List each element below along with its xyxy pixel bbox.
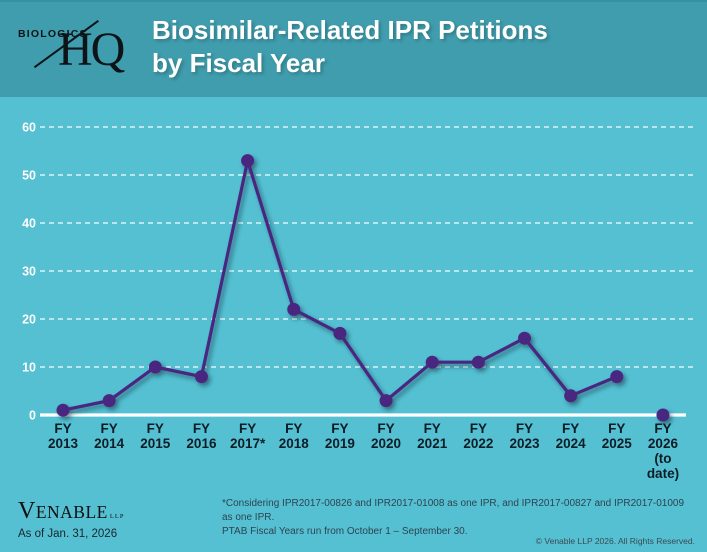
x-axis-tick-label: 2017* xyxy=(230,436,266,451)
chart-footnote: *Considering IPR2017-00826 and IPR2017-0… xyxy=(222,497,697,539)
x-axis-tick-label: FY xyxy=(424,421,441,436)
x-axis-tick-label: FY xyxy=(331,421,348,436)
x-axis-tick-label: 2014 xyxy=(94,436,125,451)
x-axis-tick-label: FY xyxy=(147,421,164,436)
x-axis-tick-label: FY xyxy=(562,421,579,436)
x-axis-tick-label: 2020 xyxy=(371,436,401,451)
y-axis-tick-label: 50 xyxy=(22,169,36,183)
x-axis-tick-label: 2015 xyxy=(140,436,171,451)
x-axis-tick-label: 2026 xyxy=(648,436,679,451)
x-axis-tick-label: FY xyxy=(654,421,671,436)
x-axis-tick-label: date) xyxy=(647,466,679,481)
data-point-2018 xyxy=(287,302,301,316)
data-point-2017 xyxy=(241,154,255,168)
x-axis-tick-label: 2019 xyxy=(325,436,355,451)
data-point-2026 xyxy=(656,408,670,422)
x-axis-tick-label: FY xyxy=(285,421,302,436)
logo-hq-text: HQ xyxy=(58,23,125,76)
logo-biologics-text: BIOLOGICS xyxy=(18,28,88,40)
data-point-2016 xyxy=(194,370,208,384)
biologics-hq-logo: BIOLOGICS HQ xyxy=(12,10,147,94)
x-axis-tick-label: FY xyxy=(101,421,118,436)
page-title: Biosimilar-Related IPR Petitions by Fisca… xyxy=(152,14,548,80)
y-axis-tick-label: 30 xyxy=(22,265,36,279)
as-of-date: As of Jan. 31, 2026 xyxy=(18,528,118,540)
x-axis-tick-label: 2022 xyxy=(463,436,493,451)
x-axis-tick-label: (to xyxy=(654,451,671,466)
venable-llp-text: LLP xyxy=(109,513,125,520)
x-axis-tick-label: FY xyxy=(608,421,625,436)
y-axis-tick-label: 60 xyxy=(22,121,36,135)
x-axis-tick-label: 2023 xyxy=(509,436,540,451)
x-axis-tick-label: FY xyxy=(193,421,210,436)
data-point-2015 xyxy=(148,360,162,374)
x-axis-tick-label: FY xyxy=(470,421,487,436)
x-axis-tick-label: FY xyxy=(377,421,394,436)
title-line-1: Biosimilar-Related IPR Petitions xyxy=(152,15,548,45)
data-point-2021 xyxy=(425,355,439,369)
data-point-2019 xyxy=(333,326,347,340)
venable-logo-text: VENABLE xyxy=(18,498,108,524)
data-point-2023 xyxy=(518,331,531,345)
data-series xyxy=(56,154,670,422)
x-axis-tick-label: 2024 xyxy=(556,436,587,451)
y-axis-tick-label: 20 xyxy=(22,313,36,327)
copyright-notice: © Venable LLP 2026. All Rights Reserved. xyxy=(535,536,695,546)
x-axis-tick-label: 2021 xyxy=(417,436,448,451)
x-axis-tick-label: FY xyxy=(54,421,71,436)
data-point-2025 xyxy=(610,370,624,384)
series-line xyxy=(62,154,618,412)
footnote-line-1: *Considering IPR2017-00826 and IPR2017-0… xyxy=(222,498,685,523)
data-point-2014 xyxy=(102,394,116,408)
x-axis-tick-label: 2025 xyxy=(602,436,633,451)
title-line-2: by Fiscal Year xyxy=(152,48,325,78)
y-axis-tick-label: 40 xyxy=(22,217,36,231)
x-axis-tick-label: 2018 xyxy=(279,436,310,451)
data-point-2024 xyxy=(564,389,578,403)
data-point-2013 xyxy=(56,403,70,417)
footnote-line-2: PTAB Fiscal Years run from October 1 – S… xyxy=(222,526,468,537)
data-point-2020 xyxy=(379,394,393,408)
y-axis-tick-label: 10 xyxy=(22,361,36,375)
x-axis-tick-label: FY xyxy=(239,421,256,436)
data-point-2022 xyxy=(471,355,485,369)
header-banner: BIOLOGICS HQ Biosimilar-Related IPR Peti… xyxy=(0,0,707,97)
x-axis-tick-label: FY xyxy=(516,421,533,436)
venable-logo: VENABLE LLP xyxy=(18,499,124,523)
x-axis-tick-label: 2016 xyxy=(186,436,217,451)
x-axis-tick-label: 2013 xyxy=(48,436,79,451)
y-axis-tick-label: 0 xyxy=(29,409,36,423)
